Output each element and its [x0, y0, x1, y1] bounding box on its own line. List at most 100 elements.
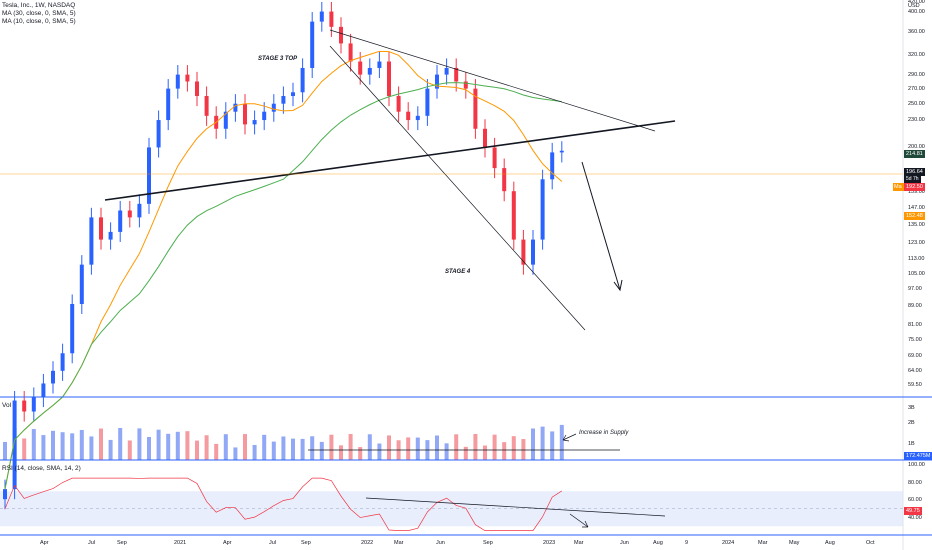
volume-bar — [540, 426, 545, 460]
candle-body — [156, 120, 161, 148]
candle-body — [310, 21, 315, 68]
volume-bar — [70, 433, 75, 460]
volume-bar — [195, 440, 199, 460]
candle-body — [387, 61, 391, 97]
volume-bar — [444, 443, 449, 460]
price-axis-tick: 135.00 — [908, 221, 925, 228]
volume-bar — [41, 435, 46, 460]
volume-bar — [511, 436, 516, 460]
candle-body — [435, 74, 439, 89]
supply-arrow — [562, 433, 577, 442]
rsi-axis-tick: 40.00 — [908, 514, 922, 521]
price-axis-tick: 230.00 — [908, 117, 925, 124]
candle-body — [463, 81, 468, 89]
ma30-price-tag: 214.81 — [904, 150, 925, 158]
candle-body — [348, 43, 353, 62]
candle-body — [473, 88, 478, 129]
volume-bar — [291, 438, 295, 460]
volume-bar — [300, 438, 305, 460]
candle-body — [339, 26, 343, 44]
candle-body — [291, 92, 295, 97]
ma10-legend: MA (10, close, 0, SMA, 5) — [2, 18, 76, 25]
price-axis-tick: 250.00 — [908, 100, 925, 107]
price-axis-tick: 360.00 — [908, 29, 925, 36]
volume-bar — [89, 436, 94, 460]
stage3-annotation: STAGE 3 TOP — [258, 56, 298, 62]
price-axis-tick: 64.00 — [908, 367, 922, 374]
volume-pane-bg — [0, 398, 903, 460]
volume-axis-tick: 1B — [908, 441, 915, 447]
volume-axis-tick: 3B — [908, 405, 915, 411]
currency-label: USD — [908, 3, 920, 9]
time-axis-tick: Apr — [223, 540, 232, 546]
candle-body — [492, 147, 497, 169]
time-axis-tick: Oct — [866, 540, 875, 546]
rsi-value-tag: 49.75 — [904, 507, 922, 515]
ma10-line — [4, 50, 563, 490]
candle-body — [108, 231, 113, 240]
time-axis-tick: Mar — [394, 540, 404, 546]
price-axis-tick: 159.00 — [908, 189, 925, 196]
price-axis-tick: 69.00 — [908, 353, 922, 360]
candle-body — [195, 81, 199, 97]
candle-body — [396, 96, 401, 112]
volume-bar — [79, 429, 84, 460]
price-axis-tick: 147.00 — [908, 204, 925, 211]
rsi-line — [4, 477, 562, 531]
candle-body — [425, 88, 430, 116]
volume-bar — [358, 447, 363, 460]
price-axis-tick: 89.00 — [908, 303, 922, 310]
candle-body — [540, 179, 545, 240]
candle-body — [281, 96, 286, 104]
candle-body — [147, 147, 151, 204]
time-axis-tick: 2023 — [543, 540, 556, 546]
volume-bar — [435, 435, 439, 460]
price-axis-tick: 105.00 — [908, 270, 925, 277]
volume-bar — [310, 436, 315, 460]
volume-bar — [415, 437, 420, 460]
candle-body — [521, 239, 526, 265]
ma10b-price-tag: 192.50 — [904, 183, 925, 191]
forecast-arrow-line — [581, 161, 621, 291]
volume-bar — [175, 431, 180, 460]
symbol-legend: Tesla, Inc., 1W, NASDAQ — [2, 2, 76, 9]
volume-bar — [531, 428, 535, 460]
candle-body — [118, 210, 123, 232]
volume-bar — [454, 434, 459, 460]
volume-bar — [108, 439, 113, 460]
volume-bar — [243, 434, 247, 460]
volume-bar — [377, 443, 382, 460]
volume-bar — [387, 435, 391, 460]
candle-body — [31, 397, 36, 412]
price-axis-tick: 123.00 — [908, 239, 925, 246]
time-axis-tick: Mar — [574, 540, 584, 546]
volume-bar — [262, 434, 267, 460]
time-axis-tick: Aug — [653, 540, 663, 546]
candle-body — [454, 67, 459, 82]
candle-body — [166, 88, 171, 121]
time-axis-tick: Jun — [620, 540, 629, 546]
candle-body — [502, 168, 507, 192]
neckline-trendline — [104, 120, 676, 201]
candle-body — [415, 115, 420, 121]
rsi-trendline — [365, 497, 666, 517]
candle-body — [204, 96, 209, 116]
ma10-tag-label: Ma — [893, 183, 904, 191]
volume-bar — [147, 436, 151, 460]
volume-bar — [550, 431, 555, 460]
volume-bar — [559, 424, 564, 460]
volume-bar — [223, 434, 228, 460]
ma10-price-tag: 152.48 — [904, 212, 925, 220]
candle-body — [243, 103, 247, 125]
rsi-pane-title: RSI (14, close, SMA, 14, 2) — [2, 465, 81, 472]
rsi-axis-tick: 80.00 — [908, 479, 922, 486]
candle-body — [223, 111, 228, 129]
volume-bar — [99, 428, 103, 460]
volume-bar — [329, 434, 334, 460]
volume-bar — [60, 432, 65, 460]
price-axis-tick: 290.00 — [908, 71, 925, 78]
volume-bar — [463, 446, 468, 460]
volume-bar — [233, 447, 238, 460]
volume-bar — [492, 434, 497, 460]
